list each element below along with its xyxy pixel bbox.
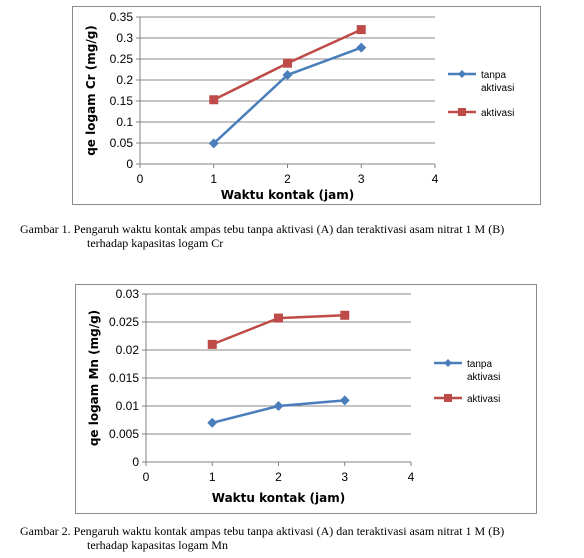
figure-1-caption-line-2: terhadap kapasitas logam Cr — [87, 236, 224, 250]
mn-y-tick-label: 0.02 — [116, 343, 140, 357]
mn-x-tick-label: 2 — [275, 470, 282, 484]
mn-y-tick-label: 0 — [132, 455, 139, 469]
cr-x-axis-label: Waktu kontak (jam) — [221, 188, 354, 202]
figure-2-caption-line-2: terhadap kapasitas logam Mn — [87, 538, 228, 552]
cr-legend-diamond-marker — [458, 70, 466, 78]
cr-x-tick-label: 1 — [210, 172, 217, 186]
mn-y-tick-label: 0.025 — [109, 315, 139, 329]
mn-x-tick-label: 1 — [209, 470, 216, 484]
cr-y-tick-label: 0.2 — [116, 73, 133, 87]
cr-legend-square-marker — [458, 108, 466, 116]
mn-diamond-marker — [273, 401, 284, 411]
mn-legend-label: aktivasi — [467, 372, 500, 383]
mn-square-marker — [207, 339, 217, 349]
cr-x-tick-label: 0 — [137, 172, 144, 186]
mn-x-tick-label: 4 — [408, 470, 415, 484]
cr-legend-label: aktivasi — [481, 83, 514, 94]
cr-square-marker — [356, 25, 366, 35]
cr-legend-label: aktivasi — [481, 108, 514, 119]
mn-legend-square-marker — [444, 394, 452, 402]
mn-y-axis-label: qe logam Mn (mg/g) — [87, 310, 101, 446]
cr-y-tick-label: 0.3 — [116, 31, 133, 45]
mn-square-marker — [340, 310, 350, 320]
cr-y-tick-label: 0 — [126, 157, 133, 171]
mn-y-tick-label: 0.01 — [116, 399, 140, 413]
mn-legend-label: tanpa — [467, 359, 492, 370]
cr-y-tick-label: 0.25 — [110, 52, 134, 66]
cr-x-tick-label: 2 — [284, 172, 291, 186]
cr-x-tick-label: 3 — [358, 172, 365, 186]
cr-legend-label: tanpa — [481, 70, 506, 81]
mn-y-tick-label: 0.005 — [109, 427, 139, 441]
cr-y-axis-label: qe logam Cr (mg/g) — [84, 25, 98, 156]
mn-legend-diamond-marker — [444, 359, 452, 367]
mn-y-tick-label: 0.015 — [109, 371, 139, 385]
mn-x-tick-label: 3 — [341, 470, 348, 484]
cr-y-tick-label: 0.05 — [110, 136, 134, 150]
cr-y-tick-label: 0.15 — [110, 94, 134, 108]
chart-mn: 0 0.005 0.01 0.015 0.02 0.025 0.03 0 1 2 3 4 Waktu k… — [75, 284, 537, 514]
chart-mn-svg: 0 0.005 0.01 0.015 0.02 0.025 0.03 0 1 2 3 4 Waktu k… — [87, 287, 500, 505]
figure-1-caption-line-1: Gambar 1. Pengaruh waktu kontak ampas te… — [20, 222, 505, 236]
cr-diamond-marker — [208, 138, 219, 149]
cr-x-tick-label: 4 — [432, 172, 439, 186]
mn-diamond-marker — [207, 417, 218, 428]
cr-diamond-marker — [282, 69, 293, 80]
cr-y-tick-label: 0.35 — [110, 10, 134, 24]
cr-diamond-marker — [356, 42, 367, 53]
mn-legend-label: aktivasi — [467, 394, 500, 405]
mn-diamond-marker — [339, 395, 350, 406]
mn-square-marker — [274, 313, 283, 323]
cr-y-tick-label: 0.1 — [116, 115, 133, 129]
chart-cr-svg: 0 0.05 0.1 0.15 0.2 0.25 0.3 0.35 0 1 2 3 4 Waktu kon… — [84, 10, 514, 202]
figure-1-caption: Gambar 1. Pengaruh waktu kontak ampas te… — [20, 222, 504, 250]
chart-cr: 0 0.05 0.1 0.15 0.2 0.25 0.3 0.35 0 1 2 3 4 Waktu kon… — [72, 6, 541, 205]
mn-x-tick-label: 0 — [143, 470, 150, 484]
cr-square-marker — [209, 95, 219, 105]
figure-2-caption: Gambar 2. Pengaruh waktu kontak ampas te… — [20, 524, 504, 552]
mn-x-axis-label: Waktu kontak (jam) — [212, 491, 345, 505]
cr-square-marker — [283, 58, 292, 68]
figure-2-caption-line-1: Gambar 2. Pengaruh waktu kontak ampas te… — [20, 524, 505, 538]
mn-y-tick-label: 0.03 — [116, 287, 140, 301]
